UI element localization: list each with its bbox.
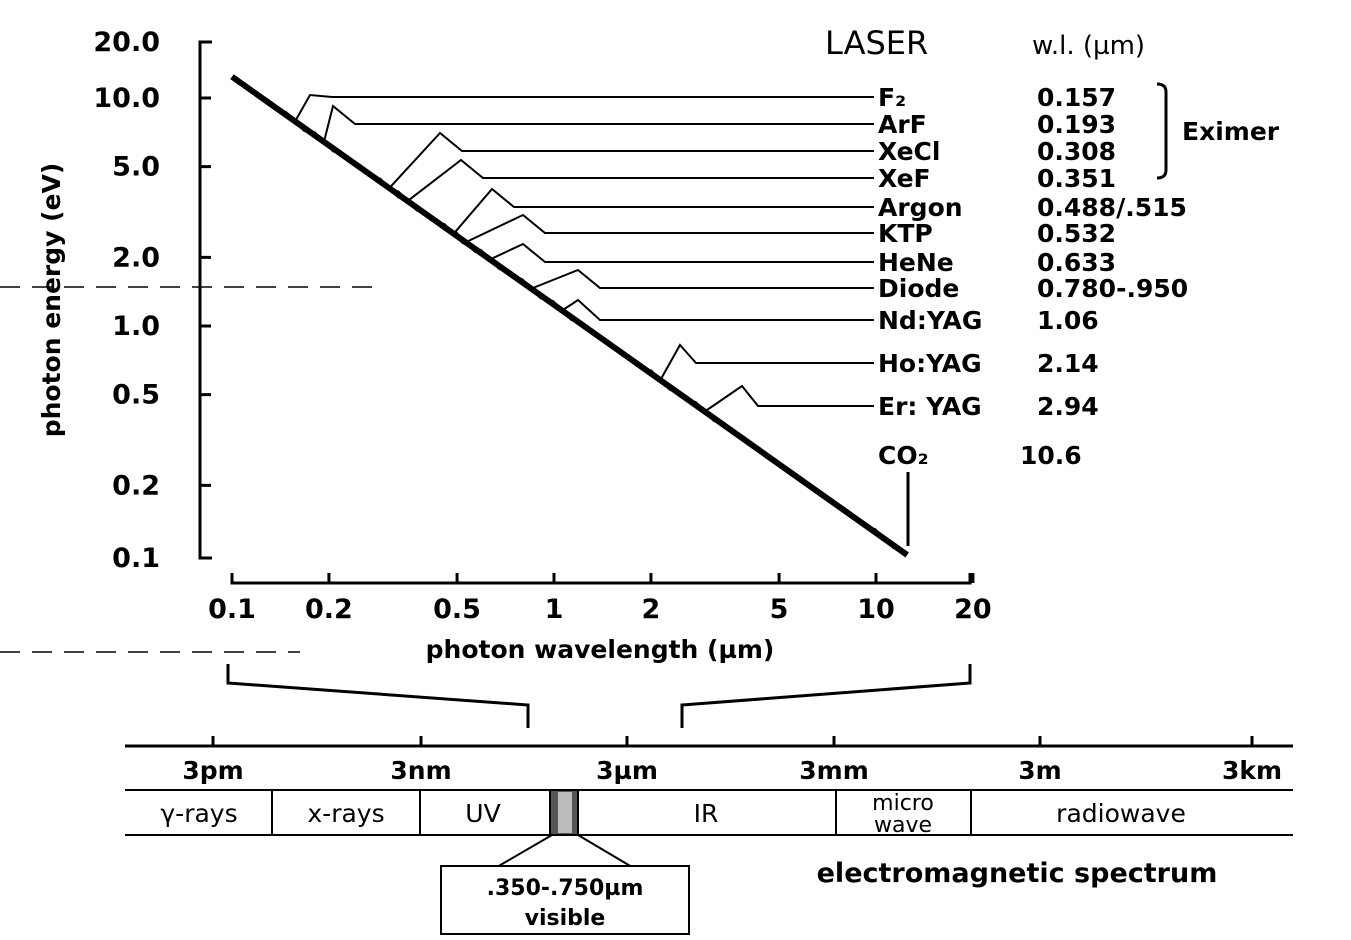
laser-wavelength-label: 0.351 <box>1037 164 1116 193</box>
laser-name: KTP <box>878 219 933 248</box>
visible-range-label: .350-.750µm <box>487 876 644 901</box>
visible-callout-left <box>496 834 553 868</box>
laser-wavelength-label: 0.532 <box>1037 219 1116 248</box>
laser-name: Ho:YAG <box>878 349 982 378</box>
series-line-photon-energy <box>230 74 909 558</box>
laser-leader <box>406 158 874 202</box>
x-tick-label: 0.1 <box>208 594 256 625</box>
laser-leaders <box>294 93 910 546</box>
zoom-bracket-left <box>226 664 530 728</box>
y-axis-line <box>198 40 212 560</box>
visible-callout-box <box>440 865 690 935</box>
laser-wavelength-label: 10.6 <box>1020 441 1082 470</box>
x-tick-marks <box>230 573 975 583</box>
y-tick-label: 0.5 <box>112 380 160 411</box>
laser-name: Diode <box>878 274 959 303</box>
spectrum-scale-label: 3pm <box>182 756 243 785</box>
band-label: radiowave <box>1056 799 1186 828</box>
eximer-bracket <box>1156 82 1168 180</box>
band-label: wave <box>874 813 932 838</box>
laser-leader <box>388 131 874 189</box>
laser-mark <box>454 231 477 254</box>
laser-name: CO₂ <box>878 441 929 470</box>
laser-wavelength-label: 0.157 <box>1037 83 1116 112</box>
laser-leader <box>561 298 874 321</box>
y-tick-label: 1.0 <box>112 311 160 342</box>
x-tick-label: 0.5 <box>433 594 481 625</box>
spectrum-scale-label: 3m <box>1018 756 1061 785</box>
zoom-bracket-right <box>680 664 972 728</box>
laser-wavelength-label: 2.94 <box>1037 392 1099 421</box>
y-tick-label: 2.0 <box>112 242 160 273</box>
band-label: γ-rays <box>160 799 237 828</box>
laser-wavelength-label: 0.488/.515 <box>1037 193 1187 222</box>
visible-band-fill <box>558 792 572 833</box>
eximer-group-label: Eximer <box>1182 117 1280 146</box>
y-tick-labels: 20.0 10.0 5.0 2.0 1.0 0.5 0.2 0.1 <box>93 27 160 574</box>
x-axis-label: photon wavelength (µm) <box>426 635 775 664</box>
laser-wavelength-label: 1.06 <box>1037 306 1099 335</box>
x-tick-label: 10 <box>857 594 895 625</box>
y-tick-label: 0.2 <box>112 470 160 501</box>
x-tick-label: 0.2 <box>305 594 353 625</box>
spectrum-scale-label: 3µm <box>596 756 658 785</box>
laser-leader <box>294 93 874 122</box>
visible-callout-right <box>577 834 633 868</box>
laser-name: Nd:YAG <box>878 306 982 335</box>
laser-wavelength-label: 2.14 <box>1037 349 1099 378</box>
y-tick-label: 10.0 <box>93 83 160 114</box>
laser-name: Er: YAG <box>878 392 982 421</box>
laser-wavelength-label: 0.633 <box>1037 248 1116 277</box>
band-label: UV <box>465 799 500 828</box>
x-tick-label: 2 <box>642 594 661 625</box>
x-tick-label: 20 <box>954 594 992 625</box>
visible-label: visible <box>525 906 606 931</box>
laser-name: XeCl <box>878 137 940 166</box>
laser-leader <box>452 187 874 235</box>
laser-leader <box>489 242 874 263</box>
y-tick-label: 5.0 <box>112 152 160 183</box>
y-tick-label: 0.1 <box>112 543 160 574</box>
laser-leader <box>530 268 874 290</box>
y-tick-marks <box>200 40 211 560</box>
y-axis-label: photon energy (eV) <box>37 163 66 438</box>
table-header-wavelength: w.l. (µm) <box>1032 31 1145 61</box>
spectrum-scale-label: 3nm <box>390 756 451 785</box>
laser-name: ArF <box>878 110 927 139</box>
laser-mark <box>873 527 896 550</box>
band-label: IR <box>694 799 719 828</box>
band-label: micro <box>872 791 934 816</box>
table-header-laser: LASER <box>825 24 928 62</box>
spectrum-scale-label: 3mm <box>799 756 869 785</box>
spectrum-caption: electromagnetic spectrum <box>817 858 1218 889</box>
spectrum-scale-ticks <box>211 736 1254 746</box>
laser-name: HeNe <box>878 248 954 277</box>
laser-name: XeF <box>878 164 931 193</box>
y-tick-label: 20.0 <box>93 27 160 58</box>
laser-wavelength-label: 0.308 <box>1037 137 1116 166</box>
laser-wavelength-label: 0.780-.950 <box>1037 274 1188 303</box>
band-label: x-rays <box>307 799 384 828</box>
x-tick-labels: 0.1 0.2 0.5 1 2 5 10 20 <box>208 594 992 625</box>
x-tick-label: 1 <box>545 594 564 625</box>
laser-leader <box>465 213 874 244</box>
band-dividers <box>271 790 972 835</box>
laser-wavelength-label: 0.193 <box>1037 110 1116 139</box>
laser-name: F₂ <box>878 83 906 112</box>
spectrum-scale-label: 3km <box>1222 756 1282 785</box>
x-tick-label: 5 <box>770 594 789 625</box>
x-axis-line <box>230 573 972 585</box>
spectrum-scale-labels: 3pm 3nm 3µm 3mm 3m 3km <box>182 756 1282 785</box>
laser-leader <box>704 384 874 413</box>
laser-name: Argon <box>878 193 963 222</box>
laser-leader <box>322 104 874 143</box>
laser-leader <box>659 343 874 381</box>
laser-wavelength-labels: 0.1570.1930.3080.3510.488/.5150.5320.633… <box>1020 83 1188 470</box>
